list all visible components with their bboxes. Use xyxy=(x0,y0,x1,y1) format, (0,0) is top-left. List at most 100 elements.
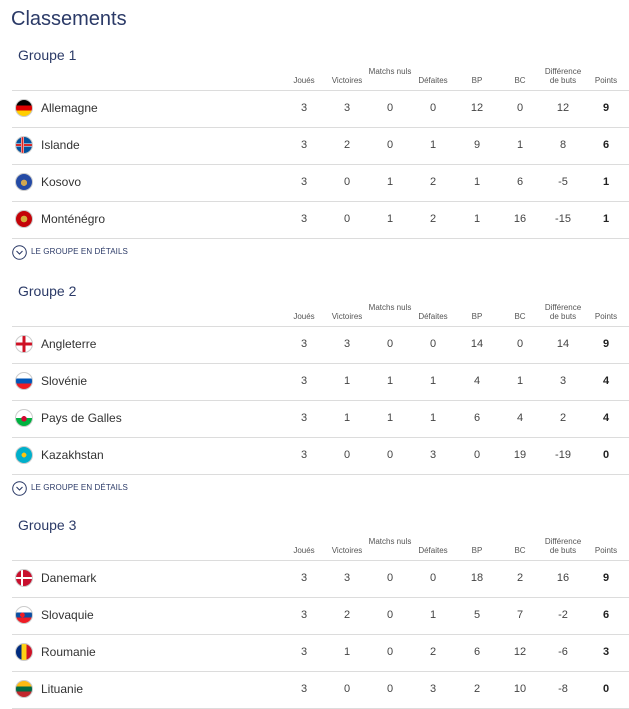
stat: 2 xyxy=(429,646,437,658)
column-header: Différence de buts xyxy=(544,537,582,555)
expand-icon[interactable] xyxy=(12,245,27,260)
stat: 1 xyxy=(386,213,394,225)
team-flag xyxy=(15,680,33,698)
divider xyxy=(12,238,629,239)
divider xyxy=(12,671,629,672)
divider xyxy=(12,597,629,598)
stat: 3 xyxy=(300,213,308,225)
team-name: Kosovo xyxy=(41,175,82,189)
details-link[interactable]: LE GROUPE EN DÉTAILS xyxy=(31,483,128,492)
stat: 3 xyxy=(300,338,308,350)
team-name: Pays de Galles xyxy=(41,411,122,425)
column-header: BP xyxy=(471,546,483,555)
stat: 1 xyxy=(386,375,394,387)
team-flag xyxy=(15,210,33,228)
column-header: Différence de buts xyxy=(544,303,582,321)
stat: 2 xyxy=(559,412,567,424)
column-header: Victoires xyxy=(331,546,363,555)
points: 0 xyxy=(602,449,610,461)
expand-icon[interactable] xyxy=(12,481,27,496)
stat: 0 xyxy=(386,338,394,350)
stat: 3 xyxy=(300,176,308,188)
points: 6 xyxy=(602,139,610,151)
stat: 6 xyxy=(516,176,524,188)
stat: 8 xyxy=(559,139,567,151)
chevron-icon[interactable] xyxy=(12,481,27,496)
stat: 3 xyxy=(559,375,567,387)
team-name: Roumanie xyxy=(41,645,96,659)
stat: 1 xyxy=(343,412,351,424)
column-header: Matchs nuls xyxy=(368,537,412,546)
stat: 0 xyxy=(343,449,351,461)
stat: 3 xyxy=(300,375,308,387)
stat: 3 xyxy=(429,683,437,695)
column-header: Matchs nuls xyxy=(368,67,412,76)
divider xyxy=(12,90,629,91)
details-link[interactable]: LE GROUPE EN DÉTAILS xyxy=(31,247,128,256)
team-name: Danemark xyxy=(41,571,97,585)
stat: 1 xyxy=(429,139,437,151)
stat: 6 xyxy=(473,412,481,424)
stat: 0 xyxy=(343,176,351,188)
stat: 0 xyxy=(429,572,437,584)
column-header: BP xyxy=(471,312,483,321)
stat: 0 xyxy=(386,139,394,151)
stat: 0 xyxy=(386,102,394,114)
stat: 16 xyxy=(513,213,527,225)
stat: 0 xyxy=(386,609,394,621)
divider xyxy=(12,326,629,327)
points: 4 xyxy=(602,412,610,424)
team-flag xyxy=(15,606,33,624)
points: 9 xyxy=(602,102,610,114)
team-flag xyxy=(15,446,33,464)
stat: 19 xyxy=(513,449,527,461)
points: 6 xyxy=(602,609,610,621)
stat: 2 xyxy=(429,213,437,225)
team-flag xyxy=(15,173,33,191)
team-flag xyxy=(15,335,33,353)
column-header: BC xyxy=(514,312,526,321)
stat: 1 xyxy=(386,412,394,424)
group-name: Groupe 3 xyxy=(18,517,77,533)
stat: 0 xyxy=(343,683,351,695)
stat: 4 xyxy=(473,375,481,387)
page-title: Classements xyxy=(11,8,127,30)
stat: 2 xyxy=(516,572,524,584)
column-header: Différence de buts xyxy=(544,67,582,85)
stat: 12 xyxy=(556,102,570,114)
stat: 3 xyxy=(300,683,308,695)
column-header: Points xyxy=(594,312,618,321)
stat: 3 xyxy=(300,572,308,584)
stat: 3 xyxy=(300,102,308,114)
divider xyxy=(12,474,629,475)
divider xyxy=(12,201,629,202)
stat: 3 xyxy=(429,449,437,461)
stat: 2 xyxy=(473,683,481,695)
team-flag xyxy=(15,409,33,427)
points: 1 xyxy=(602,213,610,225)
stat: -2 xyxy=(558,609,568,621)
team-name: Allemagne xyxy=(41,101,98,115)
stat: 1 xyxy=(429,375,437,387)
divider xyxy=(12,437,629,438)
stat: 0 xyxy=(516,338,524,350)
stat: 3 xyxy=(300,412,308,424)
stat: 1 xyxy=(516,375,524,387)
stat: 2 xyxy=(343,609,351,621)
group-name: Groupe 1 xyxy=(18,47,77,63)
stat: 5 xyxy=(473,609,481,621)
stat: 12 xyxy=(470,102,484,114)
column-header: Points xyxy=(594,76,618,85)
chevron-icon[interactable] xyxy=(12,245,27,260)
column-header: Joués xyxy=(293,76,315,85)
stat: 0 xyxy=(386,683,394,695)
stat: 1 xyxy=(429,412,437,424)
stat: 1 xyxy=(473,213,481,225)
stat: 0 xyxy=(516,102,524,114)
divider xyxy=(12,560,629,561)
team-name: Monténégro xyxy=(41,212,106,226)
column-header: Défaites xyxy=(418,312,448,321)
column-header: BP xyxy=(471,76,483,85)
stat: 3 xyxy=(343,572,351,584)
